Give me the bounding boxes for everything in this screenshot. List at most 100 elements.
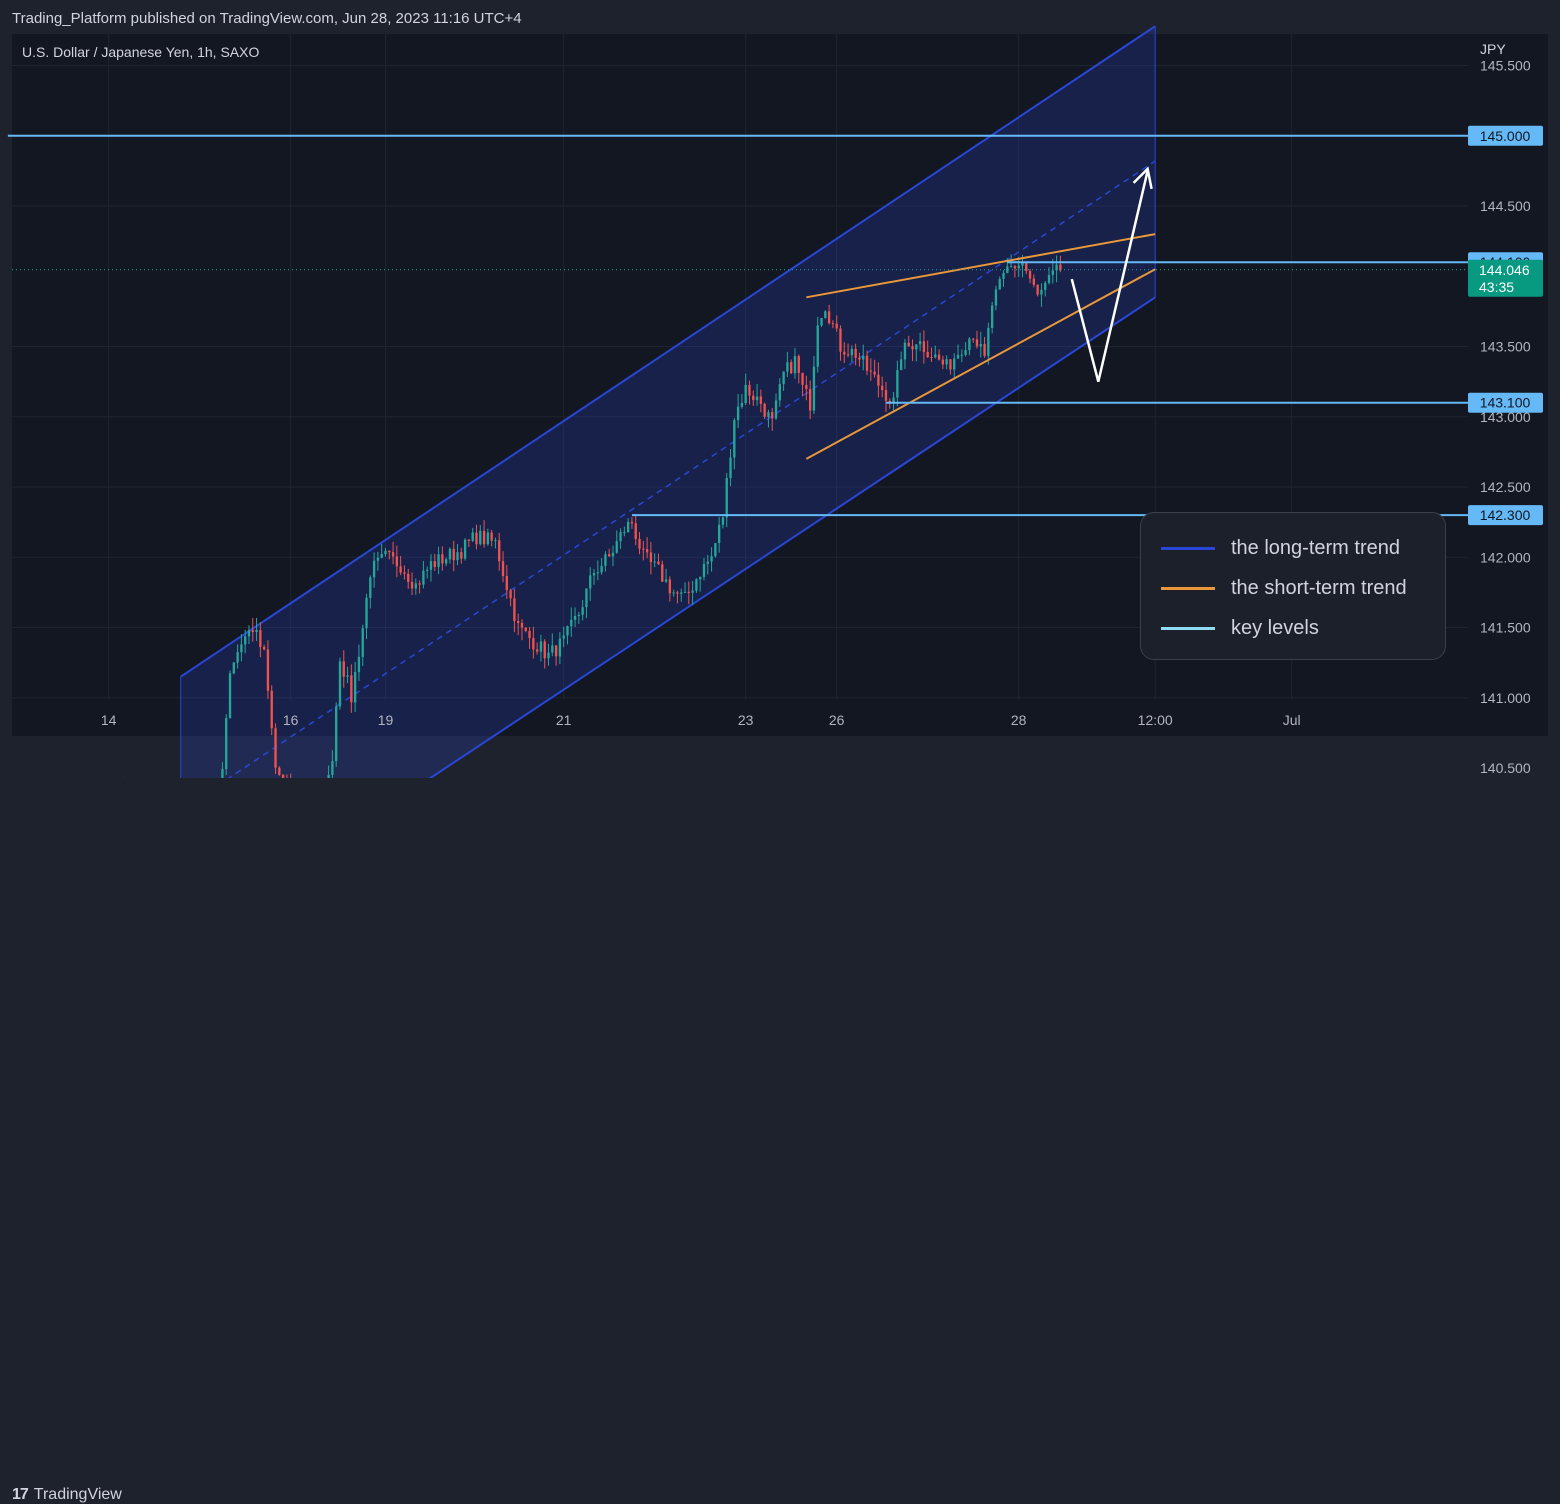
legend-item-short-term: the short-term trend <box>1161 577 1407 600</box>
projection-arrow <box>1070 170 1149 382</box>
candle-body <box>357 656 361 673</box>
candle-body <box>808 388 812 411</box>
candle-body <box>395 556 399 567</box>
candle-body <box>441 554 444 564</box>
candle-body <box>911 346 914 350</box>
y-tick-label: 141.500 <box>1480 620 1531 636</box>
candle-body <box>490 532 493 541</box>
candle-body <box>744 384 747 404</box>
long-term-channel-upper <box>180 25 1156 678</box>
candle-body <box>604 554 607 566</box>
candle-body <box>486 532 490 545</box>
y-tick-label: 142.500 <box>1480 479 1531 495</box>
legend: the long-term trend the short-term trend… <box>1140 512 1446 660</box>
candle-body <box>452 548 455 561</box>
candle-body <box>535 649 539 652</box>
y-tick-label: 140.500 <box>1480 760 1531 776</box>
candle-body <box>361 628 364 657</box>
candle-body <box>630 521 634 524</box>
candle-body <box>228 673 232 719</box>
tradingview-brand: TradingView <box>33 1486 122 1503</box>
candle-body <box>456 552 459 561</box>
candle-body <box>990 305 994 329</box>
candle-body <box>581 607 584 615</box>
candle-body <box>668 579 672 594</box>
candle-body <box>259 630 262 647</box>
candle-body <box>1044 282 1047 290</box>
candle-body <box>551 645 554 653</box>
candle-body <box>376 557 380 561</box>
candle-body <box>463 539 467 559</box>
candle-body <box>664 579 668 582</box>
x-tick-label: 28 <box>1011 712 1027 728</box>
candle-body <box>941 359 945 365</box>
candle-body <box>418 583 421 585</box>
candle-body <box>513 598 516 621</box>
candle-body <box>558 638 562 657</box>
candle-body <box>892 397 895 403</box>
candle-body <box>270 690 273 729</box>
candle-body <box>653 561 656 563</box>
candle-body <box>964 350 967 355</box>
legend-swatch-long-term <box>1161 547 1215 550</box>
candle-body <box>262 646 266 650</box>
long-term-channel-middle <box>227 160 1156 778</box>
candle-body <box>824 311 827 318</box>
legend-label-key-levels: key levels <box>1231 617 1319 639</box>
candle-body <box>331 761 334 775</box>
legend-label-long-term: the long-term trend <box>1231 537 1400 559</box>
candle-body <box>634 523 637 539</box>
candle-body <box>956 354 960 359</box>
x-tick-label: 21 <box>556 712 572 728</box>
candle-body <box>881 385 884 391</box>
tradingview-logo[interactable]: 17 TradingView <box>12 1486 122 1504</box>
candles <box>123 254 1062 778</box>
candle-body <box>778 384 781 401</box>
top-bar: Trading_Platform published on TradingVie… <box>0 0 1560 34</box>
candle-body <box>399 566 402 573</box>
candle-body <box>918 341 922 345</box>
candle-body <box>979 344 982 347</box>
candle-body <box>805 384 808 389</box>
candle-body <box>748 384 751 396</box>
legend-swatch-short-term <box>1161 587 1215 590</box>
candle-body <box>1028 271 1032 279</box>
candle-body <box>236 652 239 663</box>
published-text: Trading_Platform published on TradingVie… <box>12 10 522 27</box>
candle-body <box>494 540 497 542</box>
candle-body <box>683 591 687 593</box>
candle-body <box>695 579 698 591</box>
candle-body <box>752 395 755 401</box>
candle-body <box>801 372 804 385</box>
candle-body <box>812 366 816 411</box>
candle-body <box>907 342 910 347</box>
candle-body <box>589 575 592 589</box>
candle-body <box>1036 284 1039 295</box>
candle-body <box>877 374 880 386</box>
candle-body <box>278 767 281 775</box>
candle-body <box>342 661 345 677</box>
candle-body <box>759 396 763 404</box>
candle-body <box>1047 275 1051 283</box>
candle-body <box>934 354 937 358</box>
candle-body <box>1017 265 1020 269</box>
candle-body <box>475 532 478 545</box>
y-tick-label: 144.500 <box>1480 198 1531 214</box>
candle-body <box>391 552 395 557</box>
candle-body <box>937 354 941 360</box>
candle-body <box>831 323 835 325</box>
candle-body <box>251 630 254 632</box>
candle-body <box>577 614 581 617</box>
symbol-label[interactable]: U.S. Dollar / Japanese Yen, 1h, SAXO <box>22 44 260 60</box>
axis-currency-label: JPY <box>1480 41 1506 57</box>
candle-body <box>1040 289 1043 295</box>
candle-body <box>410 581 414 589</box>
candle-body <box>335 706 338 762</box>
grid <box>12 34 1468 769</box>
key-level-tag-label: 142.300 <box>1480 507 1531 523</box>
candle-body <box>403 572 406 574</box>
candle-body <box>740 403 744 407</box>
candle-body <box>1021 262 1024 266</box>
candle-body <box>987 328 990 356</box>
